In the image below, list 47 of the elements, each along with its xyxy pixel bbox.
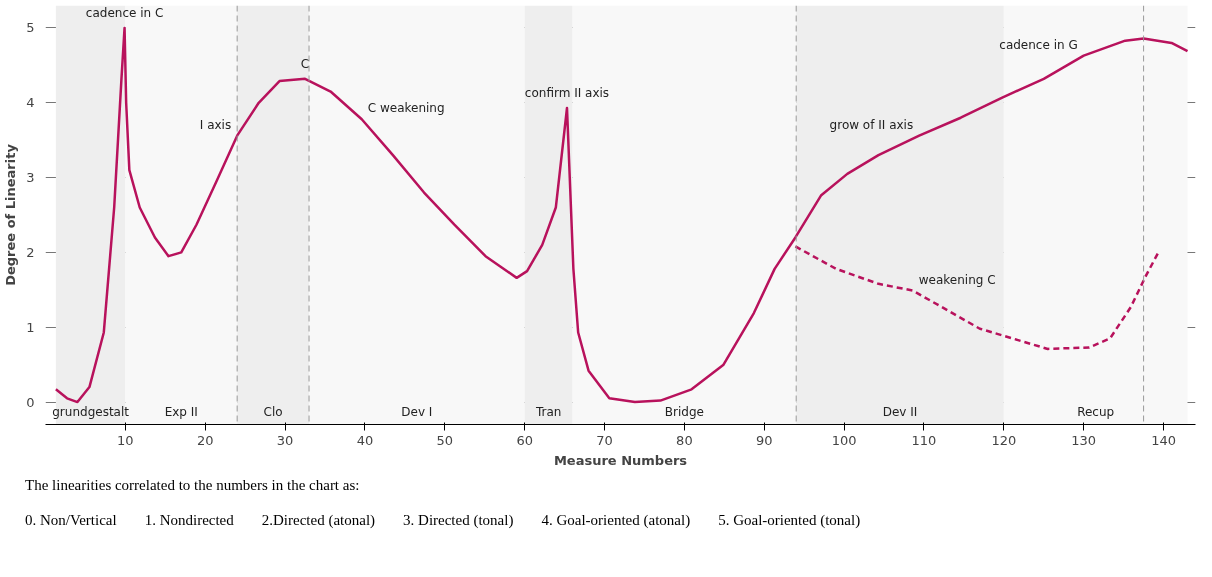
text: 1. Nondirected bbox=[144, 512, 234, 529]
x-tick-label: 120 bbox=[991, 432, 1017, 448]
band-label: Tran bbox=[534, 404, 562, 419]
x-tick-label: 60 bbox=[516, 432, 533, 448]
band-label: Bridge bbox=[664, 404, 704, 419]
y-tick-label: 3 bbox=[26, 170, 35, 186]
annotation: weakening C bbox=[918, 272, 996, 287]
x-axis-title: Measure Numbers bbox=[553, 452, 688, 468]
annotation: C weakening bbox=[367, 101, 445, 116]
annotation: C bbox=[300, 56, 310, 71]
x-tick-label: 50 bbox=[436, 432, 454, 448]
line-series bbox=[794, 245, 1161, 351]
annotation: cadence in G bbox=[999, 37, 1078, 52]
y-tick-label: 0 bbox=[26, 394, 35, 410]
annotation: I axis bbox=[199, 117, 232, 132]
text: 0. Non/Vertical bbox=[25, 512, 117, 529]
x-tick-label: 90 bbox=[755, 432, 773, 448]
text: 2.Directed (atonal) bbox=[261, 512, 376, 529]
text: 3. Directed (tonal) bbox=[403, 512, 514, 529]
x-tick-label: 30 bbox=[276, 432, 294, 448]
band-label: Recup bbox=[1077, 404, 1115, 419]
text: The linearities correlated to the numbers in the chart as: bbox=[25, 476, 361, 495]
annotation: grow of II axis bbox=[829, 117, 914, 132]
y-tick-label: 5 bbox=[26, 20, 35, 36]
y-tick-label: 2 bbox=[26, 244, 35, 260]
band-label: grundgestalt bbox=[52, 404, 130, 419]
text: 4. Goal-oriented (atonal) bbox=[541, 512, 691, 529]
band-label: Clo bbox=[263, 404, 283, 419]
annotation: cadence in C bbox=[85, 5, 164, 20]
x-tick-label: 80 bbox=[676, 432, 693, 448]
x-tick-label: 40 bbox=[356, 432, 374, 448]
band-label: Dev I bbox=[401, 404, 433, 419]
y-axis-title: Degree of Linearity bbox=[3, 143, 19, 286]
line-series bbox=[54, 26, 1189, 404]
band-label: Exp II bbox=[164, 404, 198, 419]
x-tick-label: 100 bbox=[831, 432, 857, 448]
y-tick-label: 1 bbox=[26, 319, 35, 335]
x-tick-label: 140 bbox=[1151, 432, 1176, 448]
x-tick-label: 70 bbox=[596, 432, 613, 448]
text: 5. Goal-oriented (tonal) bbox=[718, 512, 861, 529]
x-tick-label: 10 bbox=[117, 432, 134, 448]
y-tick-label: 4 bbox=[26, 95, 35, 111]
x-tick-label: 20 bbox=[196, 432, 214, 448]
x-tick-label: 130 bbox=[1071, 432, 1097, 448]
x-tick-label: 110 bbox=[911, 432, 937, 448]
annotation: confirm II axis bbox=[524, 86, 610, 101]
band-label: Dev II bbox=[882, 404, 918, 419]
